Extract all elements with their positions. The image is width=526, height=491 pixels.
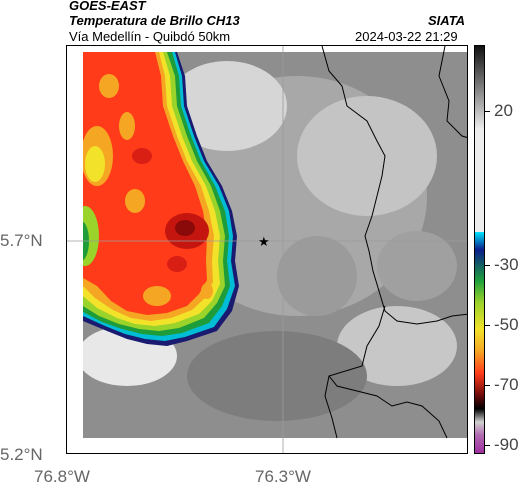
star-icon: ★ bbox=[258, 235, 270, 250]
colorbar-tick-minus-50: -50 bbox=[494, 315, 519, 334]
colorbar-tick-minus-30: -30 bbox=[494, 255, 519, 274]
x-tick-76-3: 76.3°W bbox=[255, 467, 311, 486]
y-tick-5-7: 5.7°N bbox=[0, 231, 43, 250]
org-label: SIATA bbox=[428, 13, 466, 28]
brightness-temperature-map: ★ bbox=[66, 45, 468, 454]
colorbar-tick-minus-90: -90 bbox=[494, 435, 519, 454]
colorbar-tick-minus-70: -70 bbox=[494, 375, 519, 394]
satellite-title: GOES-EAST bbox=[69, 0, 146, 13]
map-canvas: ★ bbox=[67, 46, 467, 453]
y-tick-5-2: 5.2°N bbox=[0, 445, 43, 464]
x-tick-76-8: 76.8°W bbox=[34, 467, 90, 486]
colorbar-tick-20: 20 bbox=[494, 101, 513, 120]
product-title: Temperatura de Brillo CH13 bbox=[69, 13, 240, 28]
route-label: Vía Medellín - Quibdó 50km bbox=[69, 29, 231, 44]
datetime-label: 2024-03-22 21:29 bbox=[355, 29, 458, 44]
colorbar-scale bbox=[475, 46, 484, 453]
colorbar bbox=[474, 45, 485, 454]
